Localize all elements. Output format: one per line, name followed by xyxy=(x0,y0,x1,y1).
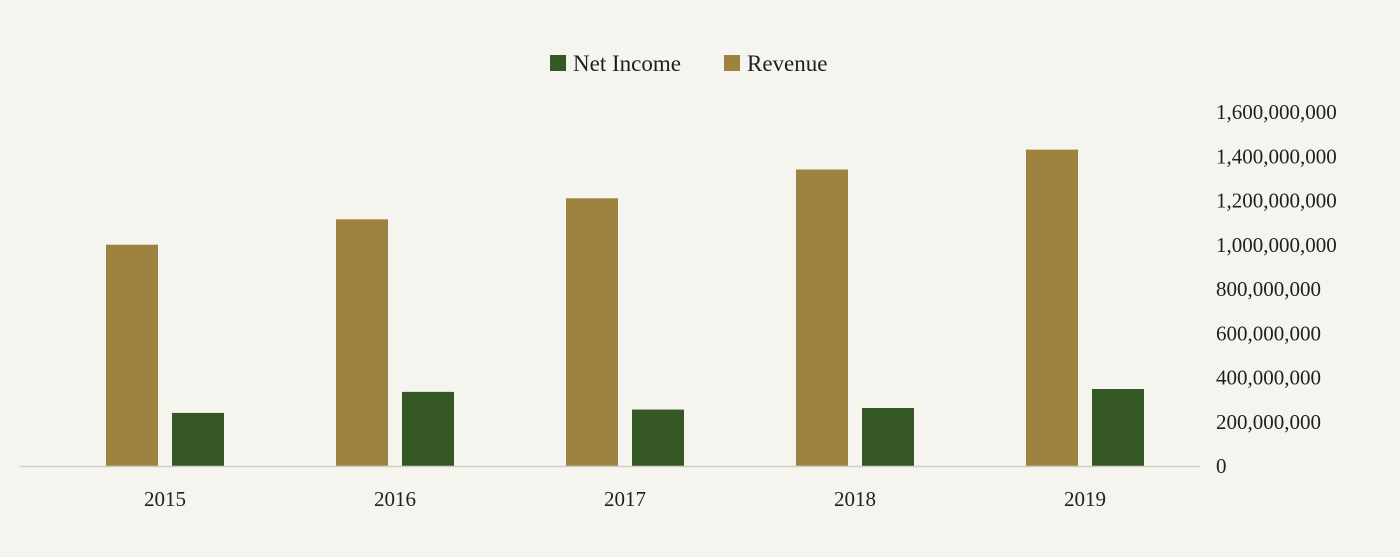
legend-swatch-revenue xyxy=(724,55,740,71)
bar-net-income-2015 xyxy=(172,412,224,466)
x-tick-label: 2018 xyxy=(834,487,876,511)
bar-revenue-2019 xyxy=(1026,149,1078,467)
x-tick-label: 2015 xyxy=(144,487,186,511)
bar-net-income-2017 xyxy=(632,409,684,466)
y-tick-label: 800,000,000 xyxy=(1216,277,1321,301)
legend-swatch-net-income xyxy=(550,55,566,71)
y-tick-label: 1,200,000,000 xyxy=(1216,189,1337,213)
bar-net-income-2018 xyxy=(862,408,914,466)
y-tick-label: 400,000,000 xyxy=(1216,366,1321,390)
y-tick-label: 200,000,000 xyxy=(1216,410,1321,434)
bars xyxy=(106,149,1144,467)
bar-revenue-2016 xyxy=(336,219,388,466)
y-tick-label: 600,000,000 xyxy=(1216,321,1321,345)
x-tick-label: 2019 xyxy=(1064,487,1106,511)
y-tick-label: 1,000,000,000 xyxy=(1216,233,1337,257)
legend: Net Income Revenue xyxy=(550,51,827,76)
legend-label: Revenue xyxy=(747,51,827,76)
x-tick-label: 2017 xyxy=(604,487,646,511)
x-tick-label: 2016 xyxy=(374,487,416,511)
bar-revenue-2015 xyxy=(106,244,158,466)
y-axis: 0 200,000,000 400,000,000 600,000,000 800,00… xyxy=(1216,100,1337,478)
y-tick-label: 1,600,000,000 xyxy=(1216,100,1337,124)
bar-revenue-2017 xyxy=(566,198,618,466)
x-axis: 2015 2016 2017 2018 2019 xyxy=(144,487,1106,511)
y-tick-label: 1,400,000,000 xyxy=(1216,144,1337,168)
y-tick-label: 0 xyxy=(1216,454,1227,478)
bar-revenue-2018 xyxy=(796,169,848,466)
bar-net-income-2019 xyxy=(1092,389,1144,466)
bar-net-income-2016 xyxy=(402,391,454,466)
legend-label: Net Income xyxy=(573,51,681,76)
